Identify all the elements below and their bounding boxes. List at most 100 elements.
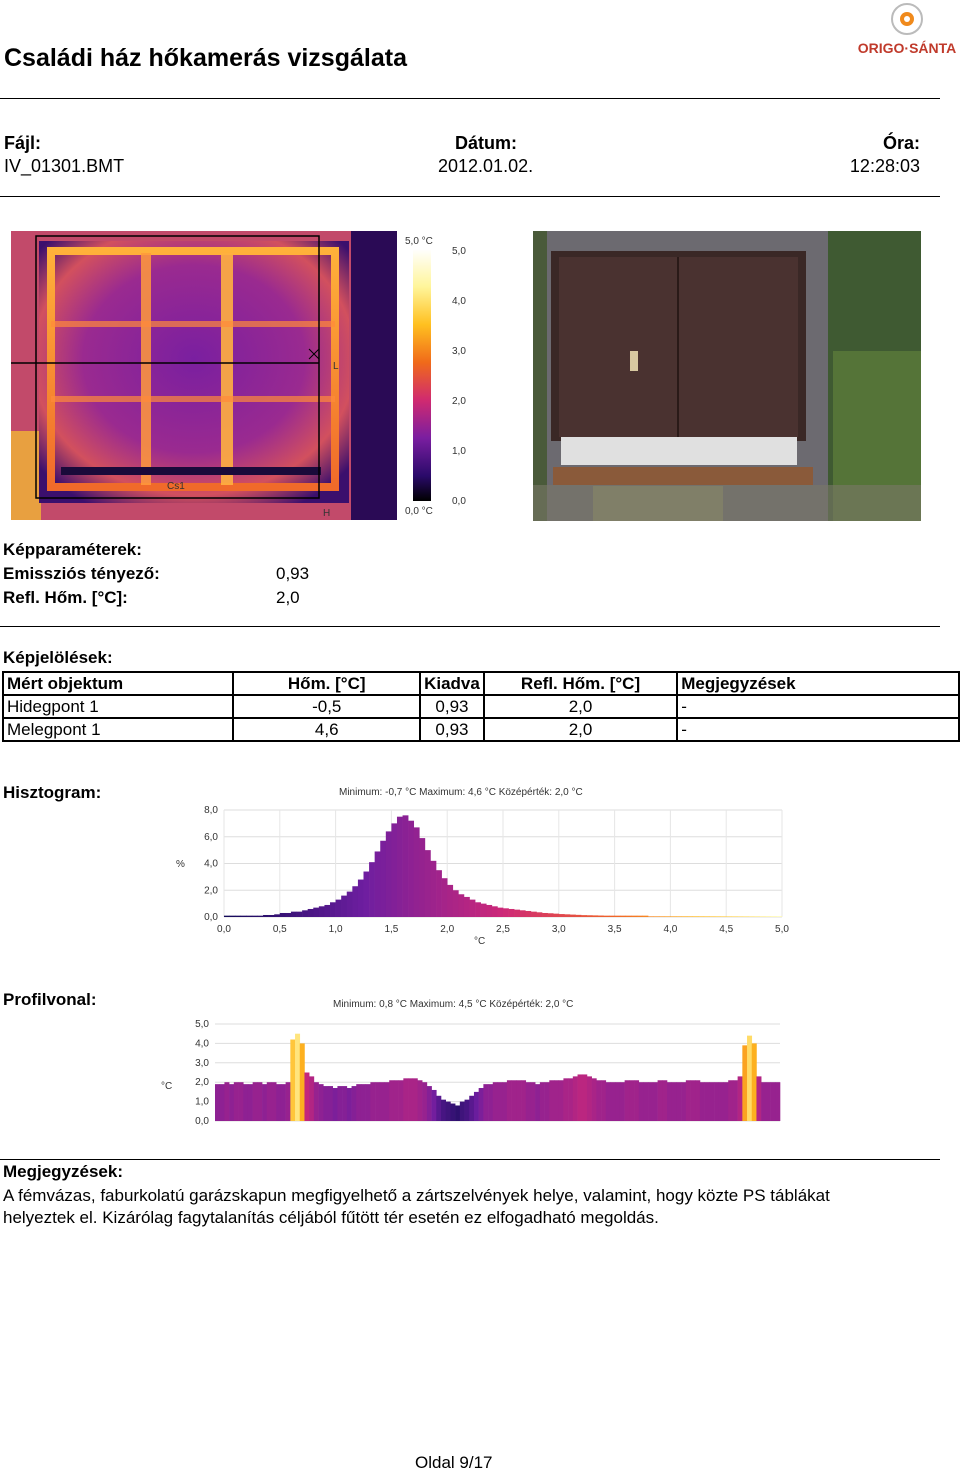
histogram-bar: [536, 912, 543, 917]
histogram-y-tick: 4,0: [204, 859, 218, 870]
time-value: 12:28:03: [849, 156, 920, 176]
profile-bar: [591, 1078, 597, 1121]
histogram-bar: [341, 895, 348, 917]
histogram-bar: [430, 860, 437, 917]
histogram-bar: [313, 907, 320, 917]
histogram-bar: [731, 916, 738, 917]
histogram-bar: [742, 916, 749, 917]
histogram-bar: [675, 916, 682, 917]
cell-refl: 2,0: [482, 694, 679, 719]
scale-tick-label: 5,0: [452, 246, 466, 257]
histogram-bar: [369, 862, 375, 917]
histogram-y-tick: 8,0: [204, 805, 218, 816]
histogram-bar: [257, 915, 264, 917]
cell-temp: 4,6: [232, 717, 422, 742]
cell-refl: 2,0: [482, 717, 679, 742]
histogram-bar: [698, 916, 705, 917]
profile-heading: Profilvonal:: [3, 990, 97, 1009]
histogram-x-tick: 1,0: [329, 924, 343, 935]
profile-bar: [360, 1084, 366, 1121]
profile-bar: [337, 1086, 343, 1121]
histogram-bar: [374, 851, 381, 917]
col-notes: Megjegyzések: [676, 671, 960, 696]
divider: [0, 98, 940, 99]
histogram-bar: [765, 916, 772, 917]
profile-bar: [530, 1082, 536, 1121]
histogram-bar: [274, 914, 281, 917]
profile-bar: [426, 1086, 432, 1121]
histogram-bar: [581, 915, 587, 917]
histogram-bar: [324, 904, 331, 917]
histogram-x-tick: 4,0: [663, 924, 677, 935]
histogram-bar: [715, 916, 721, 917]
histogram-bar: [475, 902, 481, 917]
histogram-bar: [224, 915, 230, 917]
profile-bar: [285, 1082, 291, 1121]
profile-bar: [252, 1082, 258, 1121]
profile-y-tick: 0,0: [195, 1116, 209, 1127]
profile-y-tick: 5,0: [195, 1019, 209, 1030]
profile-bar: [299, 1043, 305, 1121]
profile-bar: [714, 1082, 720, 1121]
histogram-bar: [385, 831, 392, 917]
profile-bar: [765, 1082, 771, 1121]
profile-bar: [511, 1080, 517, 1121]
scale-tick-label: 1,0: [452, 446, 466, 457]
profile-bar: [586, 1076, 592, 1121]
profile-bar: [412, 1078, 418, 1121]
histogram-bar: [653, 916, 660, 917]
profile-bar: [624, 1080, 630, 1121]
profile-bar: [761, 1082, 767, 1121]
histogram-bar: [251, 915, 258, 917]
profile-bar: [676, 1082, 682, 1121]
cell-emitted: 0,93: [419, 694, 485, 719]
histogram-stats: Minimum: -0,7 °C Maximum: 4,6 °C Középér…: [339, 787, 583, 798]
scale-tick-label: 4,0: [452, 296, 466, 307]
histogram-bar: [642, 915, 649, 917]
profile-bar: [492, 1082, 498, 1121]
histogram-bar: [357, 879, 364, 917]
profile-bar: [436, 1095, 442, 1121]
profile-bar: [596, 1080, 602, 1121]
histogram-bar: [553, 913, 560, 917]
profile-bar: [549, 1080, 555, 1121]
profile-bar: [756, 1076, 762, 1121]
cell-emitted: 0,93: [419, 717, 485, 742]
histogram-chart: Minimum: -0,7 °C Maximum: 4,6 °C Középér…: [170, 780, 790, 950]
profile-bar: [417, 1080, 423, 1121]
histogram-bar: [542, 912, 548, 917]
histogram-bar: [380, 840, 387, 917]
profile-bar: [535, 1084, 541, 1121]
histogram-bar: [564, 914, 571, 917]
profile-bar: [313, 1082, 319, 1121]
scale-ticks: 5,0 4,0 3,0 2,0 1,0 0,0: [452, 246, 466, 507]
histogram-bar: [235, 915, 242, 917]
profile-bar: [699, 1082, 705, 1121]
profile-bar: [483, 1084, 489, 1121]
histogram-bar: [408, 820, 415, 917]
profile-bar: [497, 1082, 503, 1121]
histogram-bar: [413, 827, 420, 917]
profile-bar: [742, 1045, 748, 1121]
profile-bar: [243, 1084, 249, 1121]
histogram-bar: [664, 916, 671, 917]
histogram-bar: [290, 911, 297, 917]
histogram-x-tick: 0,0: [217, 924, 231, 935]
profile-bar: [276, 1084, 282, 1121]
profile-bar: [601, 1080, 607, 1121]
profile-bar: [318, 1084, 324, 1121]
histogram-x-tick: 2,0: [440, 924, 454, 935]
profile-bar: [709, 1082, 715, 1121]
profile-bar: [469, 1095, 475, 1121]
profile-bar: [775, 1082, 781, 1121]
histogram-bar: [330, 902, 336, 917]
histogram-bar: [307, 908, 314, 917]
histogram-y-tick: 6,0: [204, 832, 218, 843]
histogram-bar: [436, 870, 442, 917]
histogram-bar: [547, 913, 554, 917]
profile-bar: [478, 1088, 484, 1121]
histogram-bar: [737, 916, 744, 917]
histogram-y-tick: 0,0: [204, 912, 218, 923]
marks-heading: Képjelölések:: [3, 648, 113, 667]
profile-y-tick: 4,0: [195, 1038, 209, 1049]
